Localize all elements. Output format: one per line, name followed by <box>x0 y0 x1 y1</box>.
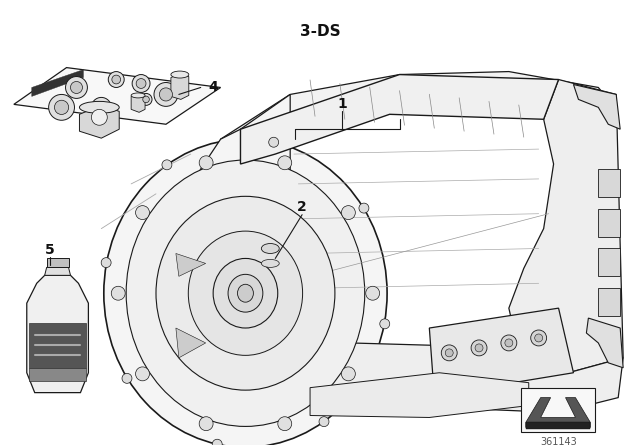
Circle shape <box>319 417 329 426</box>
Bar <box>598 209 620 237</box>
Polygon shape <box>27 276 88 392</box>
Circle shape <box>92 97 111 117</box>
Ellipse shape <box>228 274 263 312</box>
Polygon shape <box>171 73 189 99</box>
Ellipse shape <box>156 196 335 390</box>
Ellipse shape <box>261 244 279 254</box>
Circle shape <box>341 367 355 381</box>
Circle shape <box>108 72 124 87</box>
Polygon shape <box>310 373 529 418</box>
Circle shape <box>49 95 74 120</box>
Circle shape <box>136 206 150 220</box>
Circle shape <box>154 82 178 106</box>
Circle shape <box>471 340 487 356</box>
Bar <box>598 249 620 276</box>
Polygon shape <box>186 343 623 413</box>
Circle shape <box>112 75 120 84</box>
Circle shape <box>441 345 457 361</box>
Bar <box>598 169 620 197</box>
Polygon shape <box>131 94 145 112</box>
Circle shape <box>365 286 380 300</box>
Circle shape <box>380 319 390 329</box>
Circle shape <box>136 367 150 381</box>
Circle shape <box>505 339 513 347</box>
Ellipse shape <box>261 259 279 267</box>
Polygon shape <box>79 105 119 138</box>
Circle shape <box>199 417 213 431</box>
Circle shape <box>212 439 222 448</box>
Circle shape <box>101 258 111 267</box>
Circle shape <box>199 156 213 170</box>
Circle shape <box>445 349 453 357</box>
Bar <box>525 422 590 429</box>
Polygon shape <box>47 258 68 267</box>
Polygon shape <box>573 85 620 129</box>
Circle shape <box>92 109 108 125</box>
Circle shape <box>65 77 88 99</box>
Ellipse shape <box>126 160 365 426</box>
Text: 2: 2 <box>297 200 307 214</box>
Circle shape <box>278 156 292 170</box>
Ellipse shape <box>79 101 119 113</box>
Bar <box>598 288 620 316</box>
Ellipse shape <box>104 139 387 447</box>
Ellipse shape <box>131 93 145 98</box>
Polygon shape <box>241 74 559 164</box>
Text: 3-DS: 3-DS <box>300 24 340 39</box>
Circle shape <box>111 286 125 300</box>
Text: 4: 4 <box>209 81 218 95</box>
Polygon shape <box>429 308 573 396</box>
Circle shape <box>136 78 146 88</box>
Ellipse shape <box>213 258 278 328</box>
Polygon shape <box>176 328 205 358</box>
Ellipse shape <box>171 71 189 78</box>
Polygon shape <box>176 254 205 276</box>
Polygon shape <box>14 68 221 124</box>
Text: 1: 1 <box>337 97 347 112</box>
Text: 5: 5 <box>45 243 54 258</box>
Polygon shape <box>586 318 623 368</box>
Circle shape <box>96 102 107 113</box>
Circle shape <box>70 82 83 94</box>
Polygon shape <box>32 69 83 96</box>
Text: 361143: 361143 <box>540 437 577 448</box>
Circle shape <box>159 88 173 101</box>
Circle shape <box>140 94 152 105</box>
Polygon shape <box>509 79 623 373</box>
Polygon shape <box>525 397 590 427</box>
Polygon shape <box>45 267 70 276</box>
Circle shape <box>122 373 132 383</box>
Circle shape <box>269 137 278 147</box>
Circle shape <box>475 344 483 352</box>
Circle shape <box>54 100 68 114</box>
Circle shape <box>162 160 172 170</box>
Bar <box>521 388 595 432</box>
Polygon shape <box>29 323 86 368</box>
Ellipse shape <box>237 284 253 302</box>
Circle shape <box>341 206 355 220</box>
Circle shape <box>132 74 150 92</box>
Polygon shape <box>29 368 86 381</box>
Circle shape <box>278 417 292 431</box>
Circle shape <box>534 334 543 342</box>
Polygon shape <box>186 95 290 378</box>
Ellipse shape <box>188 231 303 355</box>
Circle shape <box>501 335 517 351</box>
Circle shape <box>359 203 369 213</box>
Polygon shape <box>221 72 616 154</box>
Circle shape <box>143 96 149 103</box>
Circle shape <box>531 330 547 346</box>
